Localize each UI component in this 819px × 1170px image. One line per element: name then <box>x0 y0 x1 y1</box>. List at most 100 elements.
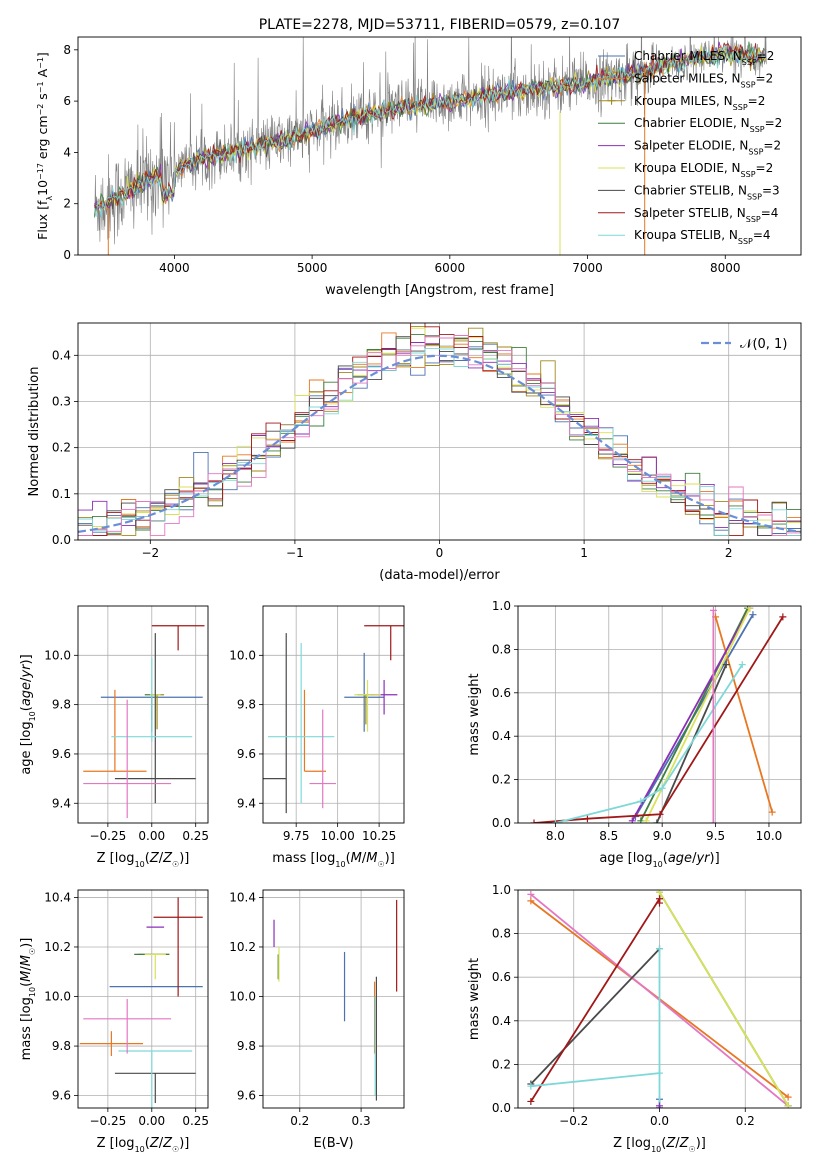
panel-residuals: −2 −1 0 1 2 0.0 0.1 0.2 0.3 0.4 (data-model)/error… <box>27 322 802 583</box>
y-tick-label: 0.0 <box>492 1101 511 1115</box>
x-tick-label: 9.5 <box>706 829 725 843</box>
y-tick-label: 0.4 <box>492 729 511 743</box>
weight-marker <box>656 890 663 896</box>
y-tick-label: 0 <box>63 248 71 262</box>
plot-area <box>518 606 801 823</box>
legend-entry: 𝒩(0, 1) <box>740 337 787 352</box>
x-tick-label: 1 <box>580 546 588 560</box>
errorbar-point <box>153 897 203 997</box>
x-axis-label: mass [log10(M/M☉)] <box>272 851 395 869</box>
y-tick-label: 10.0 <box>44 990 71 1004</box>
errorbar-point <box>83 699 172 819</box>
weight-marker <box>749 611 757 619</box>
weight-line-7 <box>530 948 661 1108</box>
legend: Chabrier MILES, NSSP=2 Salpeter MILES, NS… <box>598 49 782 246</box>
model-line-8 <box>94 44 766 218</box>
y-tick-label: 9.6 <box>52 747 71 761</box>
x-tick-label: −0.2 <box>559 1114 588 1128</box>
x-tick-label: 0.00 <box>138 829 165 843</box>
panel-age_weight: 8.0 8.5 9.0 9.5 10.0 0.0 0.2 0.4 0.6 0.8 1.0 age [l… <box>467 599 802 869</box>
weight-line-7 <box>555 664 744 823</box>
y-tick-label: 8 <box>63 43 71 57</box>
y-tick-label: 6 <box>63 94 71 108</box>
chart-title: PLATE=2278, MJD=53711, FIBERID=0579, z=0… <box>259 17 621 33</box>
x-tick-label: 10.00 <box>320 829 354 843</box>
x-tick-label: 0.2 <box>736 1114 755 1128</box>
x-tick-label: −2 <box>141 546 159 560</box>
x-tick-label: 10.0 <box>756 829 783 843</box>
y-tick-label: 0.8 <box>492 642 511 656</box>
y-axis-label: Normed distribution <box>27 367 42 497</box>
x-tick-label: 9.0 <box>653 829 672 843</box>
weight-marker <box>779 613 787 621</box>
x-tick-label: 8.0 <box>546 829 565 843</box>
y-tick-label: 9.6 <box>237 1089 256 1103</box>
weight-marker <box>583 815 591 823</box>
legend-entry: Chabrier MILES, NSSP=2 <box>634 49 774 67</box>
weight-marker <box>709 606 717 614</box>
weight-marker <box>527 890 535 898</box>
legend-marker <box>607 96 616 105</box>
x-axis-label: E(B-V) <box>313 1136 353 1151</box>
x-tick-label: 0.3 <box>352 1114 371 1128</box>
y-tick-label: 0.0 <box>52 533 71 547</box>
panel-Z_weight: −0.2 0.0 0.2 0.0 0.2 0.4 0.6 0.8 1.0 Z [log10(Z/Z… <box>467 883 802 1154</box>
histogram-8 <box>78 348 801 536</box>
axes-frame <box>77 889 209 1109</box>
legend-entry: Kroupa STELIB, NSSP=4 <box>634 228 771 246</box>
errorbar-point <box>144 953 166 980</box>
x-tick-label: 8.5 <box>599 829 618 843</box>
weight-marker <box>530 819 538 823</box>
x-tick-label: 2 <box>725 546 733 560</box>
axes-frame <box>262 605 405 824</box>
weight-marker <box>642 817 650 823</box>
x-axis-label: Z [log10(Z/Z☉)] <box>613 1136 706 1154</box>
plot-area <box>78 890 208 1108</box>
x-tick-label: 10.25 <box>362 829 396 843</box>
y-tick-label: 0.4 <box>492 1014 511 1028</box>
weight-marker <box>527 897 535 905</box>
x-tick-label: −0.25 <box>89 1114 126 1128</box>
legend-entry: Salpeter STELIB, NSSP=4 <box>634 206 778 224</box>
y-tick-label: 10.4 <box>229 890 256 904</box>
x-tick-label: 7000 <box>572 261 603 275</box>
weight-marker <box>722 661 730 669</box>
x-tick-label: 5000 <box>297 261 328 275</box>
y-axis-label: mass [log10(M/M☉)] <box>19 938 37 1061</box>
plot-area <box>78 606 208 823</box>
panel-ebv_mass: 0.2 0.3 9.6 9.8 10.0 10.2 10.4 E(B-V) <box>229 889 405 1151</box>
x-axis-label: Z [log10(Z/Z☉)] <box>97 1136 190 1154</box>
weight-marker <box>784 1093 792 1101</box>
y-tick-label: 0.1 <box>52 487 71 501</box>
weight-marker <box>746 606 754 612</box>
x-tick-label: 8000 <box>710 261 741 275</box>
y-tick-label: 0.0 <box>492 816 511 830</box>
histogram-4 <box>78 338 801 536</box>
x-tick-label: −1 <box>286 546 304 560</box>
errorbar-point <box>267 642 335 804</box>
weight-line-1 <box>714 616 774 813</box>
x-tick-label: −0.25 <box>89 829 126 843</box>
weight-marker <box>628 817 636 823</box>
weight-marker <box>527 1097 535 1105</box>
axes-frame <box>77 605 209 824</box>
spectrum-data-line <box>94 37 767 245</box>
legend-entry: Chabrier ELODIE, NSSP=2 <box>634 116 782 134</box>
y-tick-label: 9.4 <box>237 796 256 810</box>
y-tick-label: 9.8 <box>52 1039 71 1053</box>
y-tick-label: 0.4 <box>52 348 71 362</box>
y-axis-label: age [log10(age/yr)] <box>19 654 37 774</box>
errorbar-point <box>83 689 147 772</box>
weight-marker <box>768 808 776 816</box>
y-tick-label: 10.4 <box>44 890 71 904</box>
axes-frame <box>517 605 802 824</box>
axes-frame <box>262 889 405 1109</box>
weight-line-3 <box>631 607 751 822</box>
errorbar-point <box>114 633 196 804</box>
y-tick-label: 0.3 <box>52 394 71 408</box>
weight-marker <box>738 661 746 669</box>
plot-area <box>78 323 801 540</box>
y-axis-label: mass weight <box>467 673 482 755</box>
weight-marker <box>656 1102 663 1108</box>
